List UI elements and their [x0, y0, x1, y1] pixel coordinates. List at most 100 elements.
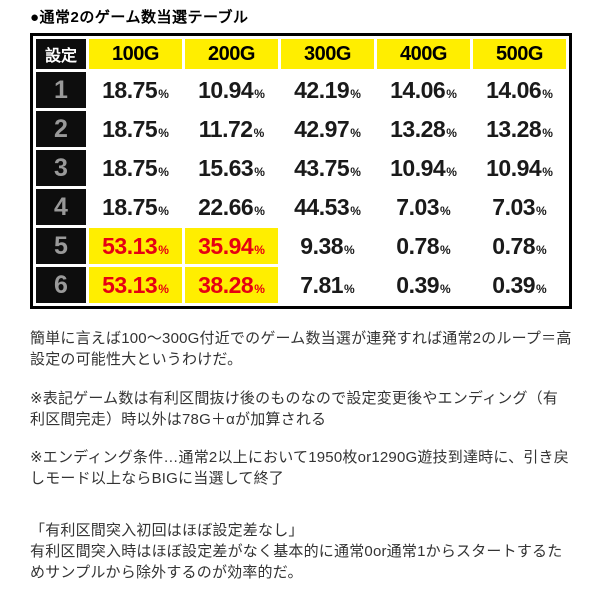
header-100g: 100G	[89, 39, 182, 69]
value-cell: 0.78%	[473, 228, 566, 264]
page: ●通常2のゲーム数当選テーブル 設定 100G 200G 300G 400G 5…	[30, 9, 572, 584]
value-cell: 42.97%	[281, 111, 374, 147]
percent-sign: %	[158, 281, 169, 296]
percent-value: 18.75	[102, 76, 158, 103]
value-cell: 0.39%	[473, 267, 566, 303]
setting-cell: 6	[36, 267, 86, 303]
value-cell: 7.81%	[281, 267, 374, 303]
header-setting: 設定	[36, 39, 86, 69]
percent-sign: %	[254, 281, 265, 296]
value-cell: 0.39%	[377, 267, 470, 303]
body-text: 簡単に言えば100〜300G付近でのゲーム数当選が連発すれば通常2のループ＝高設…	[30, 328, 572, 584]
value-cell-highlighted: 38.28%	[185, 267, 278, 303]
value-cell: 7.03%	[377, 189, 470, 225]
header-row: 設定 100G 200G 300G 400G 500G	[36, 39, 566, 69]
value-cell: 42.19%	[281, 72, 374, 108]
percent-value: 14.06	[486, 76, 542, 103]
percent-sign: %	[350, 125, 361, 140]
lead-paragraph: 簡単に言えば100〜300G付近でのゲーム数当選が連発すれば通常2のループ＝高設…	[30, 330, 572, 369]
value-cell: 13.28%	[377, 111, 470, 147]
percent-sign: %	[158, 125, 169, 140]
percent-value: 7.03	[396, 193, 440, 220]
table-row-setting6: 6 53.13% 38.28% 7.81% 0.39% 0.39%	[36, 267, 566, 303]
value-cell: 9.38%	[281, 228, 374, 264]
value-cell: 11.72%	[185, 111, 278, 147]
percent-sign: %	[254, 86, 265, 101]
note-first-entry: 「有利区間突入初回はほぼ設定差なし」 有利区間突入時はほぼ設定差がなく基本的に通…	[30, 521, 563, 582]
percent-value: 0.39	[492, 271, 536, 298]
table-row-setting1: 1 18.75% 10.94% 42.19% 14.06% 14.06%	[36, 72, 566, 108]
percent-value: 11.72	[198, 115, 253, 142]
value-cell: 0.78%	[377, 228, 470, 264]
percent-value: 10.94	[390, 154, 446, 181]
setting-cell: 4	[36, 189, 86, 225]
value-cell: 18.75%	[89, 111, 182, 147]
percent-value: 0.78	[492, 232, 536, 259]
value-cell: 18.75%	[89, 189, 182, 225]
percent-value: 7.81	[300, 271, 344, 298]
percent-value: 18.75	[102, 115, 158, 142]
value-cell: 10.94%	[473, 150, 566, 186]
percent-value: 42.19	[294, 76, 350, 103]
percent-value: 13.28	[486, 115, 542, 142]
percent-value: 44.53	[294, 193, 350, 220]
value-cell: 43.75%	[281, 150, 374, 186]
percent-sign: %	[542, 164, 553, 179]
percent-value: 38.28	[198, 271, 254, 298]
percent-value: 43.75	[294, 154, 350, 181]
percent-sign: %	[253, 125, 265, 140]
note-game-count: ※表記ゲーム数は有利区間抜け後のものなので設定変更後やエンディング（有利区間完走…	[30, 389, 559, 428]
value-cell-highlighted: 53.13%	[89, 267, 182, 303]
value-cell: 18.75%	[89, 150, 182, 186]
percent-value: 53.13	[102, 232, 158, 259]
percent-sign: %	[440, 281, 451, 296]
percent-sign: %	[350, 203, 361, 218]
percent-value: 10.94	[486, 154, 542, 181]
setting-cell: 5	[36, 228, 86, 264]
percent-sign: %	[446, 125, 457, 140]
setting-cell: 3	[36, 150, 86, 186]
percent-sign: %	[254, 164, 265, 179]
percent-sign: %	[440, 203, 451, 218]
percent-value: 0.78	[396, 232, 440, 259]
win-rate-table-grid: 設定 100G 200G 300G 400G 500G 1 18.75% 10.…	[33, 36, 569, 306]
percent-value: 42.97	[294, 115, 350, 142]
percent-sign: %	[350, 86, 361, 101]
percent-sign: %	[446, 164, 457, 179]
win-rate-table: 設定 100G 200G 300G 400G 500G 1 18.75% 10.…	[30, 33, 572, 309]
value-cell: 44.53%	[281, 189, 374, 225]
percent-sign: %	[440, 242, 451, 257]
table-row-setting4: 4 18.75% 22.66% 44.53% 7.03% 7.03%	[36, 189, 566, 225]
percent-sign: %	[254, 242, 265, 257]
percent-value: 9.38	[300, 232, 344, 259]
percent-value: 0.39	[396, 271, 440, 298]
header-200g: 200G	[185, 39, 278, 69]
percent-value: 10.94	[198, 76, 254, 103]
percent-sign: %	[158, 86, 169, 101]
percent-sign: %	[344, 281, 355, 296]
percent-sign: %	[542, 125, 553, 140]
header-300g: 300G	[281, 39, 374, 69]
percent-sign: %	[536, 281, 547, 296]
percent-sign: %	[158, 203, 169, 218]
value-cell: 15.63%	[185, 150, 278, 186]
percent-sign: %	[542, 86, 553, 101]
header-500g: 500G	[473, 39, 566, 69]
table-row-setting3: 3 18.75% 15.63% 43.75% 10.94% 10.94%	[36, 150, 566, 186]
percent-sign: %	[158, 164, 169, 179]
percent-sign: %	[344, 242, 355, 257]
percent-value: 18.75	[102, 193, 158, 220]
value-cell: 13.28%	[473, 111, 566, 147]
percent-sign: %	[350, 164, 361, 179]
percent-value: 15.63	[198, 154, 254, 181]
value-cell: 10.94%	[185, 72, 278, 108]
value-cell: 22.66%	[185, 189, 278, 225]
percent-sign: %	[536, 203, 547, 218]
setting-cell: 1	[36, 72, 86, 108]
value-cell: 7.03%	[473, 189, 566, 225]
percent-value: 7.03	[492, 193, 536, 220]
value-cell: 14.06%	[377, 72, 470, 108]
percent-sign: %	[254, 203, 265, 218]
page-title: ●通常2のゲーム数当選テーブル	[30, 9, 249, 26]
setting-cell: 2	[36, 111, 86, 147]
